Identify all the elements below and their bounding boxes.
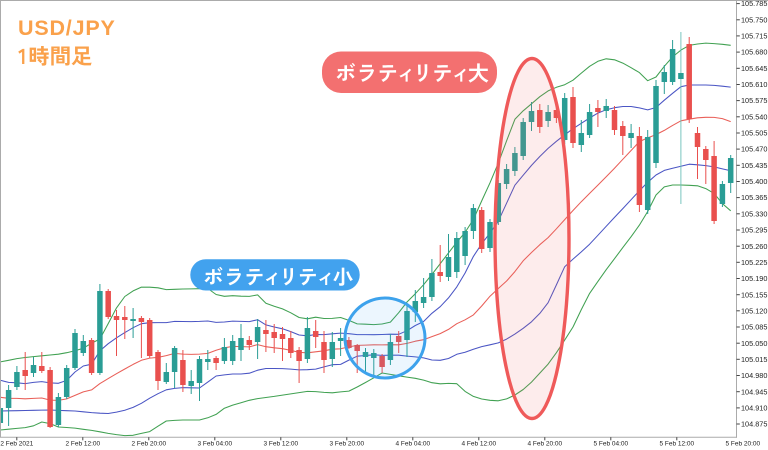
svg-text:105.540: 105.540	[741, 112, 767, 121]
svg-text:105.365: 105.365	[741, 193, 767, 202]
svg-text:105.050: 105.050	[741, 339, 767, 348]
svg-text:105.155: 105.155	[741, 290, 767, 299]
svg-text:4 Feb 20:00: 4 Feb 20:00	[527, 441, 562, 448]
svg-text:105.330: 105.330	[741, 209, 767, 218]
svg-text:USD/JPY: USD/JPY	[18, 16, 116, 40]
svg-text:2 Feb 2021: 2 Feb 2021	[0, 441, 33, 448]
svg-text:105.610: 105.610	[741, 80, 767, 89]
svg-text:3 Feb 20:00: 3 Feb 20:00	[329, 441, 364, 448]
svg-text:104.910: 104.910	[741, 404, 767, 413]
svg-text:105.680: 105.680	[741, 48, 767, 57]
svg-text:2 Feb 12:00: 2 Feb 12:00	[65, 441, 100, 448]
svg-text:105.715: 105.715	[741, 32, 767, 41]
svg-text:105.645: 105.645	[741, 64, 767, 73]
svg-text:105.750: 105.750	[741, 15, 767, 24]
svg-text:105.190: 105.190	[741, 274, 767, 283]
svg-text:105.295: 105.295	[741, 226, 767, 235]
svg-text:104.945: 104.945	[741, 387, 767, 396]
svg-text:105.120: 105.120	[741, 306, 767, 315]
svg-text:105.260: 105.260	[741, 242, 767, 251]
svg-text:105.015: 105.015	[741, 355, 767, 364]
svg-text:3 Feb 04:00: 3 Feb 04:00	[197, 441, 232, 448]
svg-text:105.225: 105.225	[741, 258, 767, 267]
svg-text:5 Feb 20:00: 5 Feb 20:00	[725, 441, 760, 448]
svg-text:105.575: 105.575	[741, 96, 767, 105]
svg-text:105.435: 105.435	[741, 161, 767, 170]
svg-text:5 Feb 04:00: 5 Feb 04:00	[593, 441, 628, 448]
svg-text:105.400: 105.400	[741, 177, 767, 186]
svg-text:105.085: 105.085	[741, 323, 767, 332]
svg-text:2 Feb 20:00: 2 Feb 20:00	[131, 441, 166, 448]
svg-text:3 Feb 12:00: 3 Feb 12:00	[263, 441, 298, 448]
svg-text:104.875: 104.875	[741, 420, 767, 429]
svg-text:105.505: 105.505	[741, 129, 767, 138]
svg-text:105.785: 105.785	[741, 0, 767, 8]
svg-text:5 Feb 12:00: 5 Feb 12:00	[659, 441, 694, 448]
svg-text:4 Feb 04:00: 4 Feb 04:00	[395, 441, 430, 448]
svg-text:4 Feb 12:00: 4 Feb 12:00	[461, 441, 496, 448]
svg-text:104.980: 104.980	[741, 371, 767, 380]
svg-text:105.470: 105.470	[741, 145, 767, 154]
